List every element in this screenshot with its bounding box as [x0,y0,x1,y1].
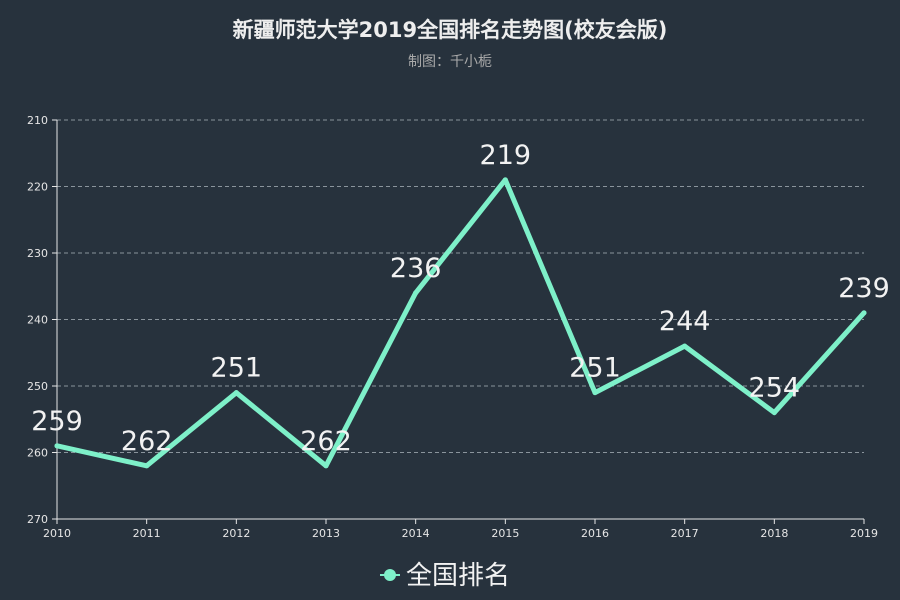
y-tick-label: 260 [27,447,48,460]
x-tick-label: 2011 [133,527,161,540]
legend-dot-marker [384,569,396,581]
data-label: 254 [749,373,801,404]
x-tick-label: 2018 [760,527,788,540]
x-tick-label: 2014 [402,527,430,540]
data-point[interactable] [54,443,60,449]
series-layer [54,177,867,469]
data-label: 239 [838,273,890,304]
data-point[interactable] [502,177,508,183]
y-tick-label: 230 [27,247,48,260]
chart-title: 新疆师范大学2019全国排名走势图(校友会版) [233,18,668,42]
x-tick-label: 2013 [312,527,340,540]
data-label: 251 [211,353,263,384]
y-tick-label: 220 [27,181,48,194]
data-point[interactable] [682,343,688,349]
y-tick-label: 270 [27,513,48,526]
data-label: 219 [480,140,532,171]
chart-subtitle: 制图：千小栀 [408,54,492,70]
data-labels: 259 262 251 262 236 219 251 244 254 239 [31,140,890,457]
data-label: 262 [121,426,173,457]
data-label: 236 [390,253,442,284]
data-label: 259 [31,406,83,437]
x-tick-label: 2010 [43,527,71,540]
data-point[interactable] [144,463,150,469]
y-tick-label: 250 [27,380,48,393]
y-tick-label: 240 [27,314,48,327]
x-tick-label: 2012 [222,527,250,540]
grid-lines [57,119,864,453]
y-tick-label: 210 [27,114,48,127]
x-tick-label: 2019 [850,527,878,540]
x-tick-label: 2016 [581,527,609,540]
data-label: 244 [659,306,711,337]
data-label: 262 [300,426,352,457]
x-tick-label: 2017 [671,527,699,540]
legend-label: 全国排名 [406,561,510,591]
data-point[interactable] [233,390,239,396]
data-label: 251 [569,353,621,384]
series-line [54,177,867,469]
legend[interactable]: 全国排名 [380,561,510,591]
data-point[interactable] [592,390,598,396]
data-point[interactable] [861,310,867,316]
x-tick-label: 2015 [491,527,519,540]
data-point[interactable] [771,410,777,416]
data-point[interactable] [413,290,419,296]
data-point[interactable] [323,463,329,469]
